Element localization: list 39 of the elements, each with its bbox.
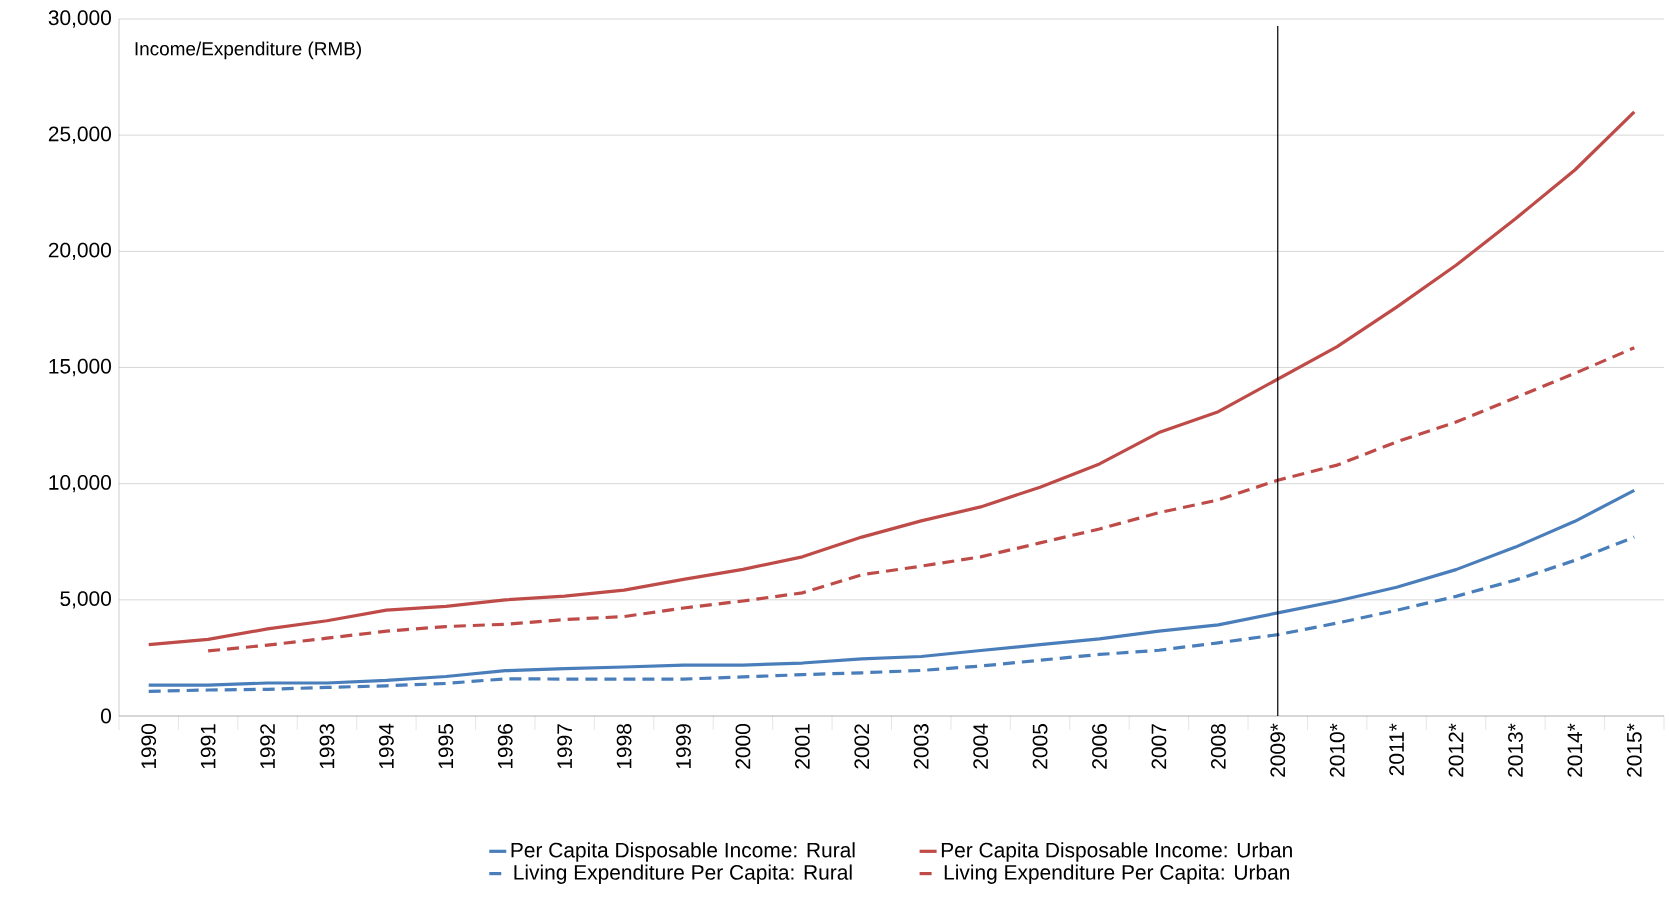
x-tick-label: 2003 — [913, 724, 929, 769]
x-tick-label: 2011* — [1389, 723, 1404, 776]
x-tick-label: 2012* — [1448, 723, 1464, 777]
y-tick-label: 0 — [101, 708, 112, 724]
legend-label: Living Expenditure Per Capita: Urban — [944, 864, 1289, 884]
legend-label: Living Expenditure Per Capita: Rural — [514, 864, 852, 884]
x-tick-label: 1995 — [438, 724, 454, 769]
y-tick-label: 25,000 — [48, 126, 111, 144]
x-tick-label: 2013* — [1508, 723, 1523, 777]
x-tick-label: 1999 — [676, 724, 691, 769]
x-tick-label: 2006 — [1092, 724, 1107, 769]
x-tick-label: 2014* — [1567, 723, 1583, 777]
legend-label: Per Capita Disposable Income: Rural — [511, 842, 855, 862]
x-tick-label: 1996 — [497, 724, 513, 769]
x-tick-label: 1990 — [141, 724, 157, 769]
x-tick-label: 2010* — [1329, 723, 1345, 777]
x-tick-label: 2008 — [1210, 724, 1226, 769]
x-tick-label: 1998 — [616, 724, 632, 769]
x-tick-label: 1991 — [200, 724, 216, 769]
x-tick-label: 2002 — [854, 724, 870, 769]
y-tick-label: 10,000 — [49, 475, 111, 493]
x-tick-label: 2000 — [735, 724, 751, 769]
y-tick-label: 5,000 — [60, 591, 111, 609]
x-tick-label: 1993 — [319, 724, 335, 769]
y-tick-label: 20,000 — [48, 242, 111, 260]
y-tick-label: 15,000 — [49, 358, 111, 377]
x-tick-label: 2001 — [794, 724, 810, 769]
legend-label: Per Capita Disposable Income: Urban — [941, 842, 1292, 862]
x-tick-label: 2005 — [1032, 724, 1048, 769]
line-series — [206, 346, 1636, 653]
x-tick-label: 2015* — [1626, 723, 1642, 777]
x-tick-label: 1992 — [260, 724, 275, 769]
x-tick-label: 2007 — [1151, 724, 1167, 769]
x-tick-label: 2009* — [1270, 723, 1286, 777]
x-tick-label: 1997 — [557, 724, 573, 769]
x-tick-label: 2004 — [973, 723, 989, 769]
y-tick-label: 30,000 — [48, 10, 111, 28]
x-tick-label: 1994 — [379, 723, 394, 769]
y-axis-title: Income/Expenditure (RMB) — [135, 41, 361, 60]
